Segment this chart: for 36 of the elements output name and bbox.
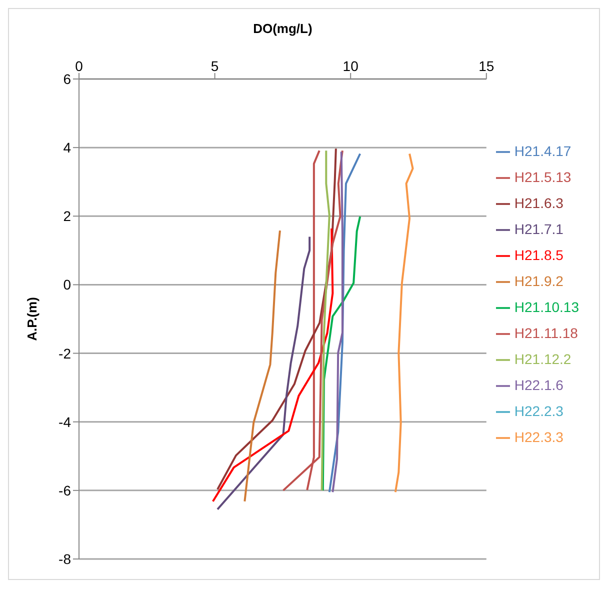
y-tick-label: 2 [63, 208, 72, 224]
legend-label: H21.12.2 [514, 351, 572, 367]
line-series [394, 152, 414, 494]
legend-label: H21.7.1 [514, 221, 564, 237]
x-tick-label: 5 [210, 58, 219, 74]
y-tick-label: -6 [58, 482, 72, 498]
y-tick-label: -2 [58, 345, 72, 362]
line-series [328, 152, 362, 494]
legend-label: H21.5.13 [514, 169, 572, 185]
legend-label: H21.4.17 [514, 143, 572, 159]
legend-label: H21.6.3 [514, 195, 564, 211]
legend-label: H22.3.3 [514, 429, 564, 445]
legend-label: H21.8.5 [514, 247, 564, 263]
legend-label: H21.10.13 [514, 299, 579, 315]
legend-label: H22.1.6 [514, 377, 564, 393]
x-tick-label: 15 [478, 58, 494, 74]
line-series [216, 236, 311, 510]
legend-label: H21.11.18 [514, 325, 578, 341]
y-tick-label: 4 [63, 140, 72, 156]
x-tick-label: 10 [342, 58, 359, 74]
line-series [212, 227, 334, 502]
x-tick-label: 0 [75, 58, 84, 74]
legend-label: H22.2.3 [514, 403, 564, 419]
y-tick-label: -4 [58, 414, 72, 430]
line-series [332, 150, 344, 494]
y-axis-title: A.P.(m) [24, 297, 40, 341]
line-series [282, 150, 344, 492]
line-series [244, 230, 281, 502]
line-series [322, 215, 362, 492]
line-series [216, 148, 337, 490]
x-axis-title: DO(mg/L) [253, 21, 312, 36]
y-tick-label: -8 [58, 550, 72, 567]
y-tick-label: 6 [63, 70, 72, 87]
legend-label: H21.9.2 [514, 273, 564, 289]
line-series [320, 150, 330, 492]
y-tick-label: 0 [63, 276, 72, 293]
